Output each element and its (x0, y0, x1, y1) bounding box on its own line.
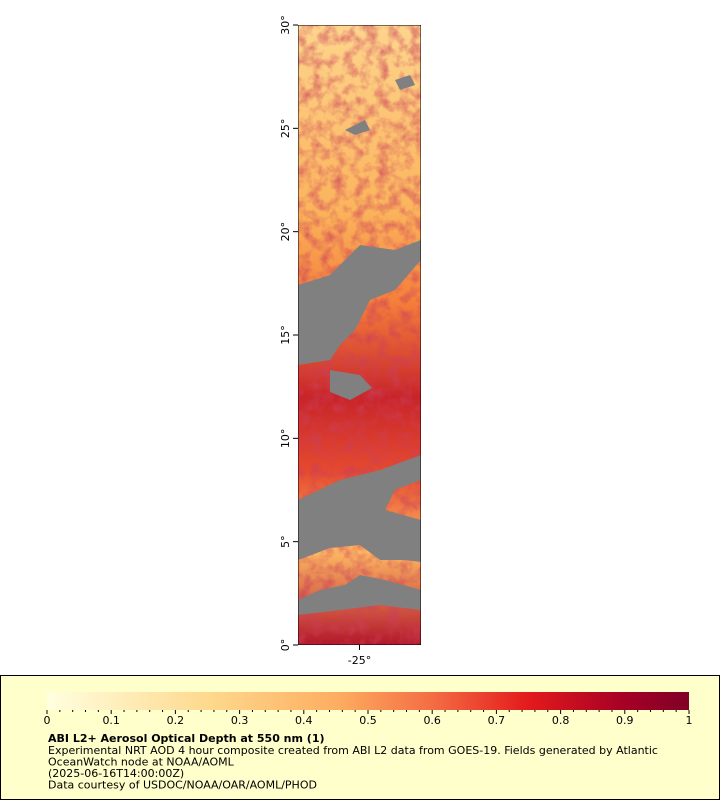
y-tick-label: 0° (279, 639, 292, 652)
colorbar-tick-label: 0.3 (231, 714, 249, 727)
y-tick-label: 5° (279, 535, 292, 548)
y-tick-label: 25° (279, 119, 292, 139)
colorbar (47, 692, 689, 710)
colorbar-tick-label: 0.2 (167, 714, 185, 727)
colorbar-tick-label: 0.5 (359, 714, 377, 727)
legend-line: Experimental NRT AOD 4 hour composite cr… (48, 744, 658, 757)
legend-line: (2025-06-16T14:00:00Z) (48, 767, 184, 780)
colorbar-tick-label: 0.9 (616, 714, 634, 727)
colorbar-tick-label: 0.4 (295, 714, 313, 727)
y-tick-label: 15° (279, 325, 292, 345)
y-tick-label: 20° (279, 222, 292, 242)
y-tick-label: 30° (279, 15, 292, 35)
colorbar-tick-label: 0.1 (102, 714, 120, 727)
colorbar-tick-label: 0.7 (488, 714, 506, 727)
colorbar-tick-label: 1 (686, 714, 693, 727)
legend-title: ABI L2+ Aerosol Optical Depth at 550 nm … (48, 732, 325, 745)
x-tick-label: -25° (348, 654, 371, 667)
y-tick-label: 10° (279, 429, 292, 449)
colorbar-tick-label: 0 (44, 714, 51, 727)
aod-raster (298, 25, 421, 645)
legend-line: OceanWatch node at NOAA/AOML (48, 756, 235, 769)
colorbar-tick-label: 0.6 (423, 714, 441, 727)
colorbar-tick-label: 0.8 (552, 714, 570, 727)
legend-line: Data courtesy of USDOC/NOAA/OAR/AOML/PHO… (48, 779, 317, 792)
